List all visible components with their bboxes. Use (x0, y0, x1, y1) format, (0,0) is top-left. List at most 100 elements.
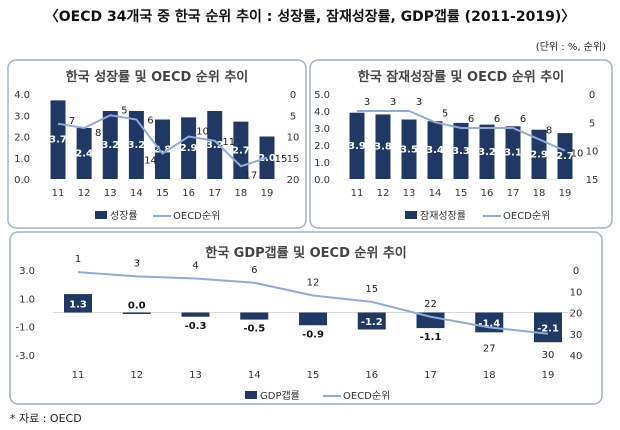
y-tick-label: 3.0 (314, 124, 330, 135)
bar (181, 312, 210, 317)
bar (240, 312, 269, 320)
legend-bar-label: GDP갭률 (260, 390, 300, 402)
x-tick-label: 12 (377, 188, 390, 199)
x-tick-label: 18 (533, 188, 546, 199)
bar (64, 294, 92, 313)
y-tick-label: -3.0 (15, 351, 35, 362)
x-tick-label: 13 (189, 370, 202, 381)
rank-label: 12 (307, 278, 320, 289)
x-tick-label: 13 (104, 188, 117, 199)
rank-label: 15 (365, 284, 378, 295)
y-tick-label: 3.0 (19, 266, 35, 277)
bar-value-label: 2.7 (232, 145, 250, 156)
x-tick-label: 17 (507, 188, 520, 199)
bar-value-label: -1.1 (420, 332, 442, 343)
y2-tick-label: 15 (287, 154, 300, 165)
rank-label: 17 (245, 170, 258, 181)
rank-line (77, 271, 549, 335)
legend-bar-swatch (405, 211, 417, 219)
rank-line (357, 110, 566, 152)
bar-value-label: 3.3 (452, 146, 470, 157)
rank-label: 6 (494, 114, 500, 125)
bar-value-label: 2.9 (180, 143, 198, 154)
rank-label: 3 (134, 258, 140, 269)
bar-value-label: 2.9 (530, 149, 548, 160)
x-tick-label: 12 (78, 188, 91, 199)
bar-value-label: -1.4 (478, 318, 500, 329)
x-tick-label: 15 (156, 188, 169, 199)
x-tick-label: 19 (559, 188, 572, 199)
bar (207, 111, 223, 179)
bar (357, 312, 386, 330)
x-tick-label: 18 (483, 370, 496, 381)
legend-bar-swatch (95, 211, 107, 219)
chart-title: 한국 GDP갭률 및 OECD 순위 추이 (205, 245, 407, 261)
bar-value-label: 0.0 (128, 301, 146, 312)
rank-line (57, 114, 268, 168)
y-tick-label: 0.0 (14, 175, 30, 186)
bar-value-label: -2.1 (537, 323, 559, 334)
bar-value-label: 3.4 (426, 145, 444, 156)
y-tick-label: 2.0 (314, 141, 330, 152)
bar-value-label: 3.2 (206, 140, 224, 151)
bar-value-label: 1.3 (69, 299, 87, 310)
bar (505, 126, 521, 179)
bar (427, 121, 443, 179)
rank-label: 3 (416, 97, 422, 108)
bar-value-label: -0.3 (185, 321, 207, 332)
legend-line-label: OECD순위 (503, 209, 550, 222)
rank-label: 6 (468, 114, 474, 125)
legend-bar-label: 성장률 (110, 210, 138, 222)
y2-tick-label: 30 (570, 330, 583, 341)
legend-bar-label: 잠재성장률 (420, 210, 466, 222)
bar (479, 124, 495, 179)
rank-label: 27 (483, 343, 496, 354)
y-tick-label: -1.0 (15, 323, 35, 334)
legend-line-label: OECD순위 (343, 389, 390, 402)
bar (122, 312, 151, 314)
bar (401, 119, 417, 179)
x-tick-label: 12 (130, 370, 143, 381)
rank-label: 4 (192, 261, 198, 272)
x-tick-label: 14 (429, 188, 442, 199)
y2-tick-label: 0 (290, 90, 296, 101)
bar-value-label: 3.2 (478, 147, 496, 158)
rank-label: 1 (75, 254, 81, 265)
y2-tick-label: 20 (287, 175, 300, 186)
y-tick-label: 1.0 (19, 294, 35, 305)
x-tick-label: 11 (52, 188, 65, 199)
x-tick-label: 11 (72, 370, 85, 381)
rank-label: 10 (571, 149, 584, 160)
bar-value-label: 3.2 (101, 140, 119, 151)
bar (534, 312, 562, 343)
rank-label: 7 (69, 116, 75, 127)
legend-bar-swatch (245, 391, 257, 399)
bar (349, 112, 365, 179)
bar (76, 128, 92, 179)
y-tick-label: 0.0 (314, 175, 330, 186)
bar (453, 122, 469, 179)
unit-label: (단위 : %, 순위) (535, 42, 606, 53)
bar (416, 312, 445, 329)
bar (181, 117, 197, 179)
bar-value-label: 2.8 (154, 144, 172, 155)
y-tick-label: 4.0 (14, 90, 30, 101)
rank-label: 30 (542, 350, 555, 361)
bar (155, 119, 170, 179)
x-tick-label: 14 (248, 370, 261, 381)
x-tick-label: 19 (542, 370, 555, 381)
bar-value-label: -1.2 (361, 317, 383, 328)
bar (375, 114, 391, 179)
x-tick-label: 13 (403, 188, 416, 199)
y2-tick-label: 40 (570, 351, 583, 362)
y2-tick-label: 0 (573, 266, 579, 277)
y2-tick-label: 20 (570, 309, 583, 320)
rank-label: 3 (364, 97, 370, 108)
x-tick-label: 18 (235, 188, 248, 199)
y2-tick-label: 15 (586, 175, 599, 186)
bar (128, 111, 144, 179)
y2-tick-label: 5 (290, 111, 296, 122)
rank-label: 11 (222, 137, 235, 148)
bar-value-label: 3.5 (400, 144, 418, 155)
